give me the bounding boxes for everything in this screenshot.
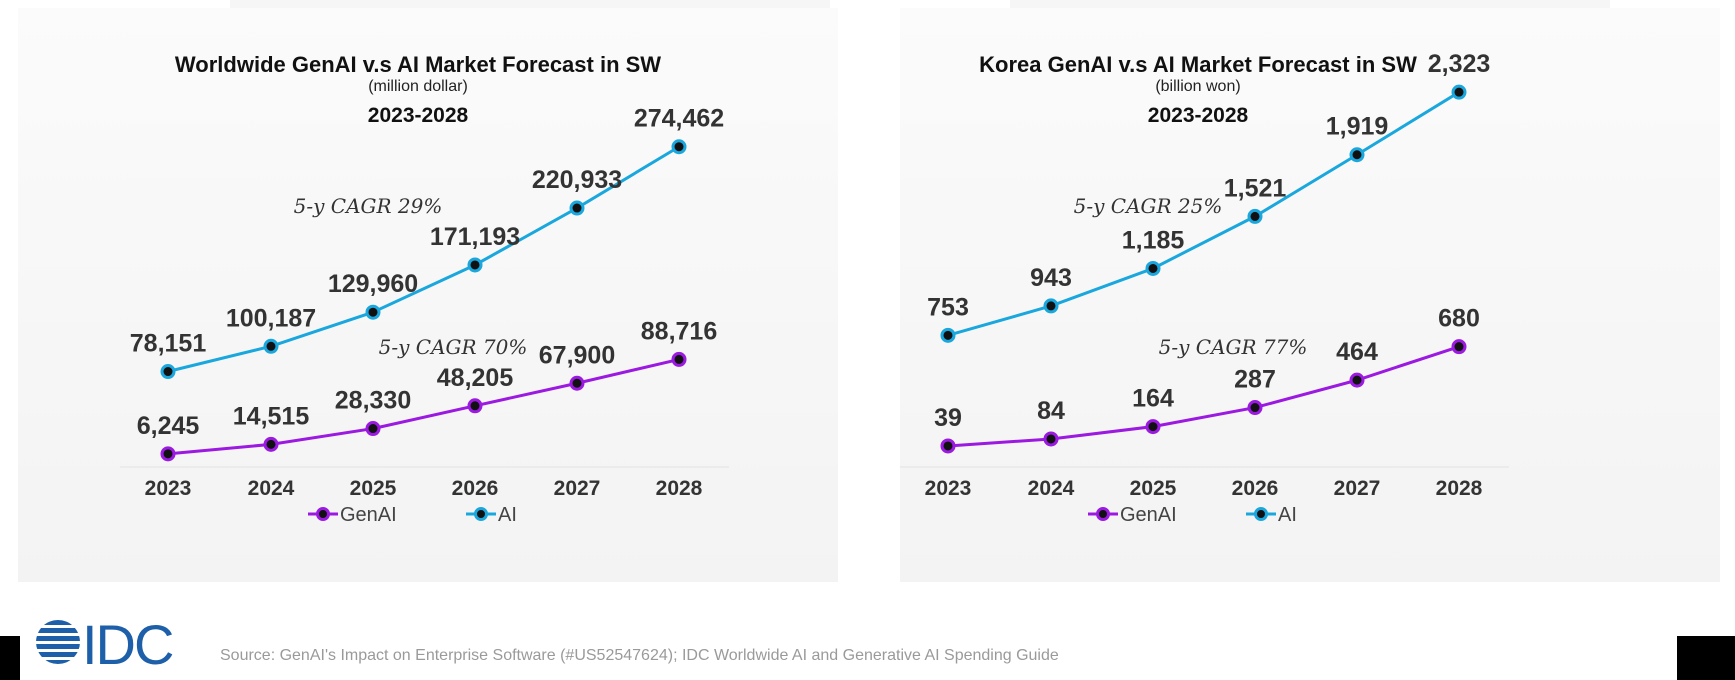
genai-data-point [569,375,585,391]
legend-ai-swatch-marker [1254,507,1268,521]
chart-title: Korea GenAI v.s AI Market Forecast in SW [979,52,1417,77]
legend-ai-label: AI [498,504,517,526]
ai-data-point [940,327,956,343]
x-tick-label: 2025 [350,477,397,500]
top-rule-left [230,0,830,8]
genai-series-line [947,345,1460,448]
genai-data-label: 48,205 [437,364,514,392]
worldwide-chart: Worldwide GenAI v.s AI Market Forecast i… [120,52,729,526]
ai-data-point [1247,208,1263,224]
ai-data-point [1349,147,1365,163]
x-tick-label: 2027 [554,477,601,500]
ai-data-label: 2,323 [1428,50,1491,78]
ai-data-label: 753 [927,293,969,321]
ai-data-label: 220,933 [532,166,622,194]
chart-subtitle: (million dollar) [368,78,468,95]
ai-cagr-annotation: 5-y CAGR 29% [294,194,443,218]
legend-ai-label: AI [1278,504,1297,526]
genai-data-point [365,421,381,437]
genai-data-label: 28,330 [335,387,411,415]
genai-data-label: 6,245 [137,412,200,440]
x-tick-label: 2024 [248,477,295,500]
ai-data-point [365,304,381,320]
legend-genai-label: GenAI [1120,504,1177,526]
genai-data-point [1451,339,1467,355]
genai-data-label: 164 [1132,385,1174,413]
ai-data-point [1043,298,1059,314]
ai-data-label: 1,185 [1122,226,1185,254]
korea-chart: Korea GenAI v.s AI Market Forecast in SW… [900,50,1509,526]
x-tick-label: 2027 [1334,477,1381,500]
ai-data-label: 100,187 [226,304,316,332]
ai-data-point [671,139,687,155]
ai-data-label: 129,960 [328,270,418,298]
genai-data-point [160,446,176,462]
x-tick-label: 2025 [1130,477,1177,500]
ai-data-label: 1,919 [1326,113,1389,141]
legend-genai-swatch-marker [316,507,330,521]
ai-cagr-annotation: 5-y CAGR 25% [1074,194,1223,218]
genai-data-label: 67,900 [539,341,615,369]
chart-period: 2023-2028 [1148,104,1249,127]
x-tick-label: 2026 [1232,477,1279,500]
source-note: Source: GenAI's Impact on Enterprise Sof… [220,647,1059,664]
genai-data-point [467,398,483,414]
genai-data-label: 287 [1234,366,1276,394]
genai-data-label: 39 [934,404,962,432]
legend-ai-swatch-marker [474,507,488,521]
genai-data-point [263,436,279,452]
legend-genai: GenAI [1088,504,1177,526]
genai-data-label: 88,716 [641,317,717,345]
genai-data-point [1247,400,1263,416]
idc-logo: IDC [36,614,175,670]
genai-data-point [1145,419,1161,435]
ai-data-point [160,364,176,380]
legend-ai: AI [466,504,517,526]
top-rule-right [1010,0,1610,8]
x-tick-label: 2023 [925,477,972,500]
legend-ai: AI [1246,504,1297,526]
korea-chart-panel: Korea GenAI v.s AI Market Forecast in SW… [900,8,1720,582]
corner-block-left [0,636,20,680]
x-tick-label: 2028 [1436,477,1483,500]
ai-data-label: 1,521 [1224,174,1287,202]
legend-genai: GenAI [308,504,397,526]
chart-period: 2023-2028 [368,104,469,127]
worldwide-chart-panel: Worldwide GenAI v.s AI Market Forecast i… [18,8,838,582]
genai-data-point [1043,431,1059,447]
x-tick-label: 2023 [145,477,192,500]
legend-genai-label: GenAI [340,504,397,526]
globe-icon [36,620,80,664]
ai-data-label: 274,462 [634,105,724,133]
ai-series-line [947,90,1460,337]
ai-data-point [467,257,483,273]
ai-data-label: 171,193 [430,223,520,251]
ai-data-label: 78,151 [130,330,207,358]
chart-title: Worldwide GenAI v.s AI Market Forecast i… [175,52,661,77]
genai-cagr-annotation: 5-y CAGR 77% [1159,335,1308,359]
genai-data-point [940,438,956,454]
legend-genai-swatch-marker [1096,507,1110,521]
x-tick-label: 2024 [1028,477,1075,500]
ai-data-point [1145,260,1161,276]
corner-block-right [1677,636,1735,680]
genai-data-label: 84 [1037,397,1065,425]
x-tick-label: 2026 [452,477,499,500]
genai-data-point [1349,372,1365,388]
genai-data-label: 14,515 [233,402,310,430]
ai-data-point [1451,84,1467,100]
genai-data-label: 680 [1438,305,1480,333]
ai-data-point [263,338,279,354]
genai-series-line [167,357,680,456]
genai-data-point [671,351,687,367]
genai-cagr-annotation: 5-y CAGR 70% [379,335,528,359]
ai-data-label: 943 [1030,264,1072,292]
chart-subtitle: (billion won) [1155,78,1240,95]
genai-data-label: 464 [1336,338,1378,366]
ai-series-line [167,145,680,373]
ai-data-point [569,200,585,216]
logo-text: IDC [82,614,173,670]
x-tick-label: 2028 [656,477,703,500]
